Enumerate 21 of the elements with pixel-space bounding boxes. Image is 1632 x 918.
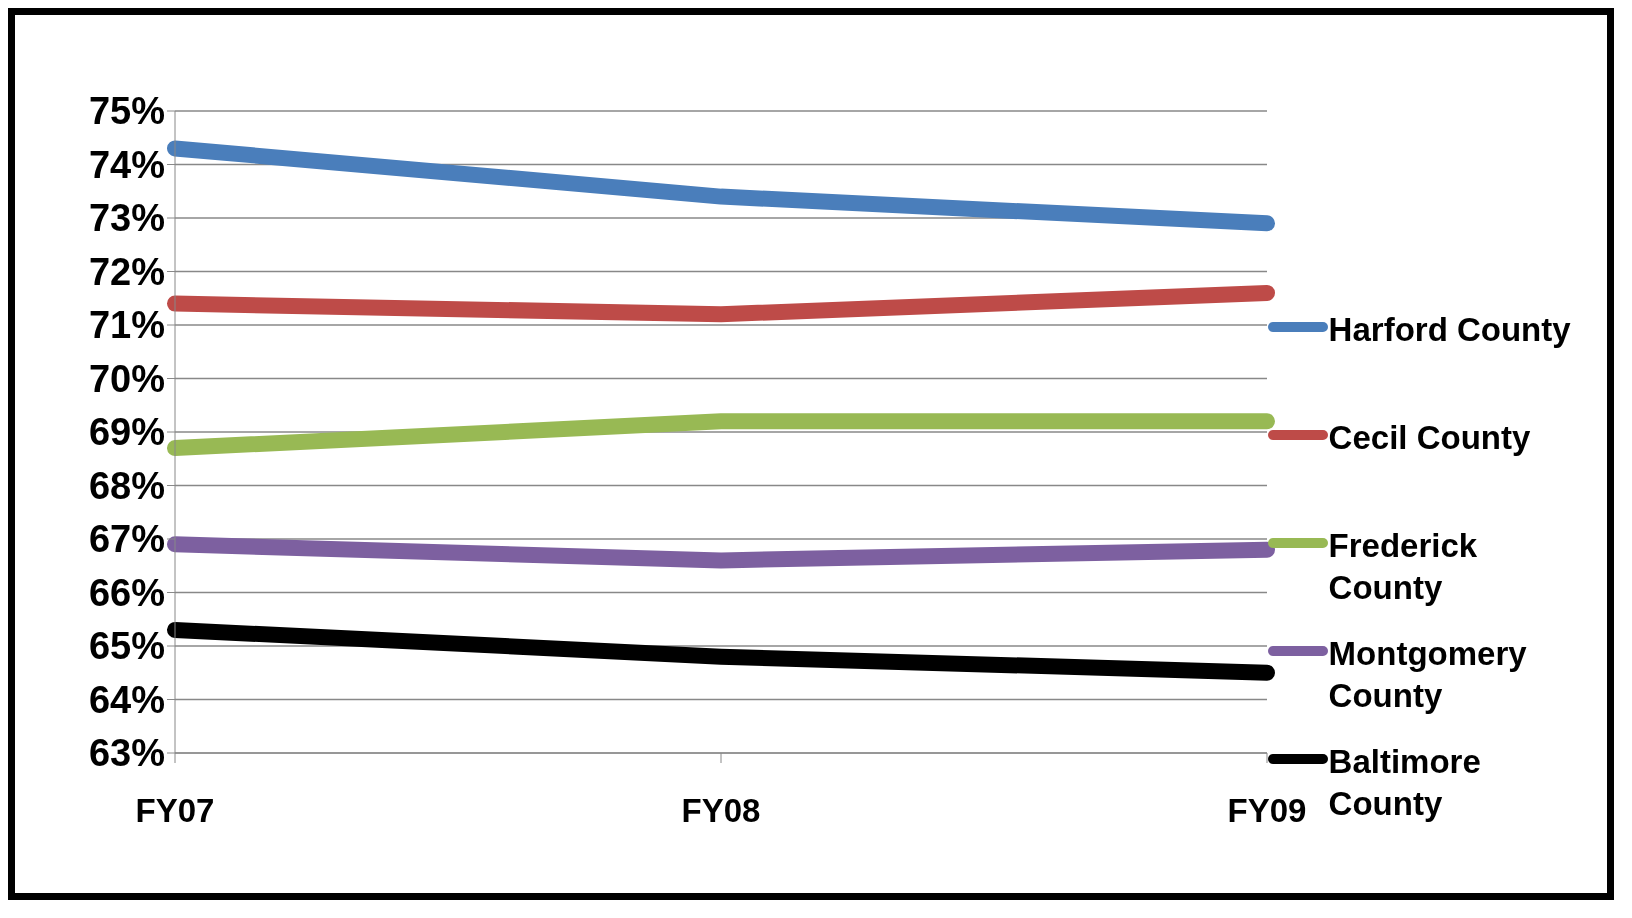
y-tick-label: 67% (88, 518, 165, 561)
y-tick-label: 66% (88, 571, 165, 614)
x-tick-label: FY07 (135, 792, 215, 830)
y-tick-label: 74% (88, 143, 165, 186)
legend-label: Harford County (1328, 310, 1572, 350)
y-tick-label: 65% (88, 625, 165, 668)
y-tick-label: 73% (88, 197, 165, 240)
legend-label: Frederick County (1328, 526, 1479, 608)
y-tick-label: 64% (88, 678, 165, 721)
y-tick-label: 75% (88, 90, 165, 133)
x-tick-label: FY08 (681, 792, 761, 830)
y-tick-label: 68% (88, 464, 165, 507)
legend-label: Baltimore County (1328, 742, 1482, 824)
y-tick-label: 71% (88, 304, 165, 347)
y-tick-label: 69% (88, 411, 165, 454)
legend-label: Cecil County (1328, 418, 1532, 458)
y-tick-label: 63% (88, 732, 165, 775)
legend-label: Montgomery County (1328, 634, 1528, 716)
x-tick-label: FY09 (1227, 792, 1307, 830)
y-tick-label: 72% (88, 250, 165, 293)
y-tick-label: 70% (88, 357, 165, 400)
